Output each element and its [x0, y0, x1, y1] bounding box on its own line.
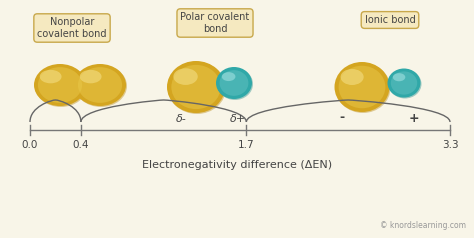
Ellipse shape [389, 69, 421, 99]
Ellipse shape [391, 71, 417, 94]
Text: 3.3: 3.3 [442, 140, 458, 150]
Ellipse shape [222, 72, 236, 81]
Ellipse shape [336, 63, 391, 113]
Ellipse shape [78, 67, 122, 103]
Text: -: - [339, 111, 345, 124]
Ellipse shape [38, 67, 82, 103]
Ellipse shape [74, 64, 126, 106]
Text: Nonpolar
covalent bond: Nonpolar covalent bond [37, 17, 107, 39]
Text: Electronegativity difference (ΔEN): Electronegativity difference (ΔEN) [142, 160, 332, 170]
Ellipse shape [167, 61, 225, 113]
Text: Ionic bond: Ionic bond [365, 15, 415, 25]
Ellipse shape [171, 65, 221, 109]
Text: Polar covalent
bond: Polar covalent bond [181, 12, 250, 34]
Ellipse shape [335, 62, 390, 112]
Text: +: + [409, 111, 419, 124]
Ellipse shape [168, 62, 226, 114]
Text: δ+: δ+ [230, 114, 246, 124]
Ellipse shape [173, 68, 198, 85]
Ellipse shape [75, 65, 127, 107]
Text: δ-: δ- [176, 114, 187, 124]
Ellipse shape [80, 70, 101, 83]
Text: 0.0: 0.0 [22, 140, 38, 150]
Text: © knordslearning.com: © knordslearning.com [380, 221, 466, 230]
Ellipse shape [338, 66, 385, 108]
Ellipse shape [216, 67, 252, 99]
Ellipse shape [388, 69, 420, 98]
Ellipse shape [35, 65, 87, 107]
Ellipse shape [34, 64, 86, 106]
Ellipse shape [393, 73, 405, 81]
Text: 1.7: 1.7 [238, 140, 255, 150]
Ellipse shape [219, 70, 248, 96]
Text: 0.4: 0.4 [73, 140, 89, 150]
Ellipse shape [40, 70, 62, 83]
Ellipse shape [217, 68, 253, 100]
Ellipse shape [340, 69, 364, 85]
